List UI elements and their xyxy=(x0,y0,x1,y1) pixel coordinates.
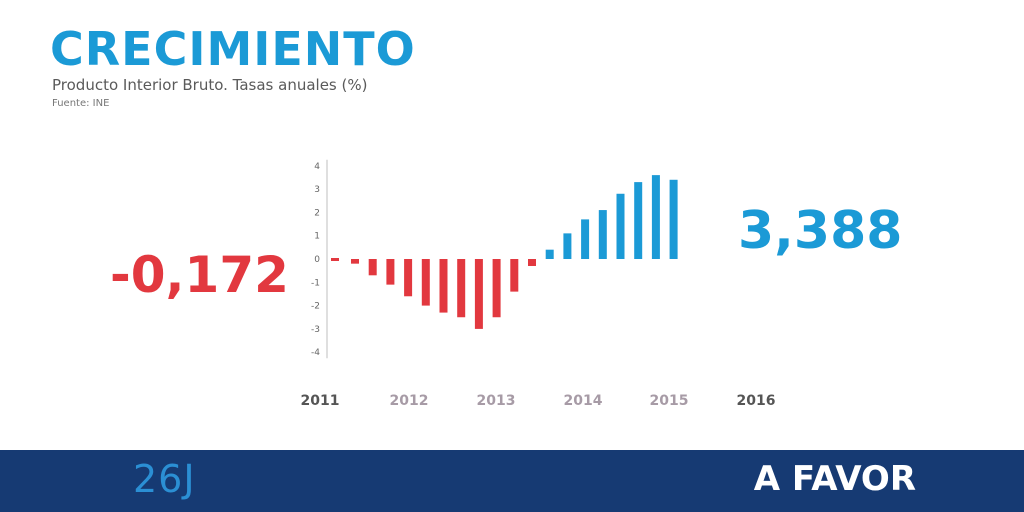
x-tick-label: 2011 xyxy=(301,393,340,409)
chart-title: CRECIMIENTO xyxy=(50,22,416,76)
bar xyxy=(439,259,448,313)
footer-slogan: A FAVOR xyxy=(753,459,916,499)
y-tick-label: -2 xyxy=(311,302,320,312)
bar xyxy=(421,259,430,306)
chart-source: Fuente: INE xyxy=(52,98,110,109)
y-tick-label: 3 xyxy=(314,185,320,195)
bar xyxy=(404,259,413,297)
bar-chart: 4 3 2 1 0 -1 -2 -3 -4 2011 2012 2013 2014 2015 2016 xyxy=(301,159,776,409)
bar xyxy=(492,259,501,318)
footer-bar: 26J A FAVOR xyxy=(0,450,1024,512)
bar xyxy=(598,210,607,259)
y-tick-label: -1 xyxy=(311,278,320,288)
y-tick-label: -3 xyxy=(311,325,320,335)
x-tick-label: 2014 xyxy=(564,393,603,409)
y-tick-label: 4 xyxy=(314,162,320,172)
bar xyxy=(351,259,359,264)
bar xyxy=(545,249,554,259)
y-tick-label: -4 xyxy=(311,348,320,358)
x-tick-label: 2015 xyxy=(650,393,689,409)
y-tick-label: 1 xyxy=(314,232,320,242)
bar xyxy=(581,219,590,259)
bar xyxy=(616,193,625,259)
x-tick-label: 2012 xyxy=(390,393,429,409)
x-tick-label: 2016 xyxy=(737,393,776,409)
y-tick-label: 2 xyxy=(314,208,320,218)
bar xyxy=(651,175,660,259)
party-logo: 26J xyxy=(133,457,196,501)
bar xyxy=(474,259,483,329)
bar xyxy=(510,259,519,292)
bar xyxy=(457,259,466,318)
x-tick-label: 2013 xyxy=(477,393,516,409)
bar xyxy=(386,259,395,285)
bar xyxy=(528,259,536,266)
chart-subtitle: Producto Interior Bruto. Tasas anuales (… xyxy=(52,76,368,94)
bar xyxy=(669,179,678,259)
bar xyxy=(563,233,572,259)
start-value-label: -0,172 xyxy=(110,246,289,304)
y-tick-label: 0 xyxy=(314,255,320,265)
bar xyxy=(368,259,377,276)
bar xyxy=(634,182,643,259)
end-value-label: 3,388 xyxy=(738,201,903,261)
zero-marker xyxy=(331,258,339,261)
